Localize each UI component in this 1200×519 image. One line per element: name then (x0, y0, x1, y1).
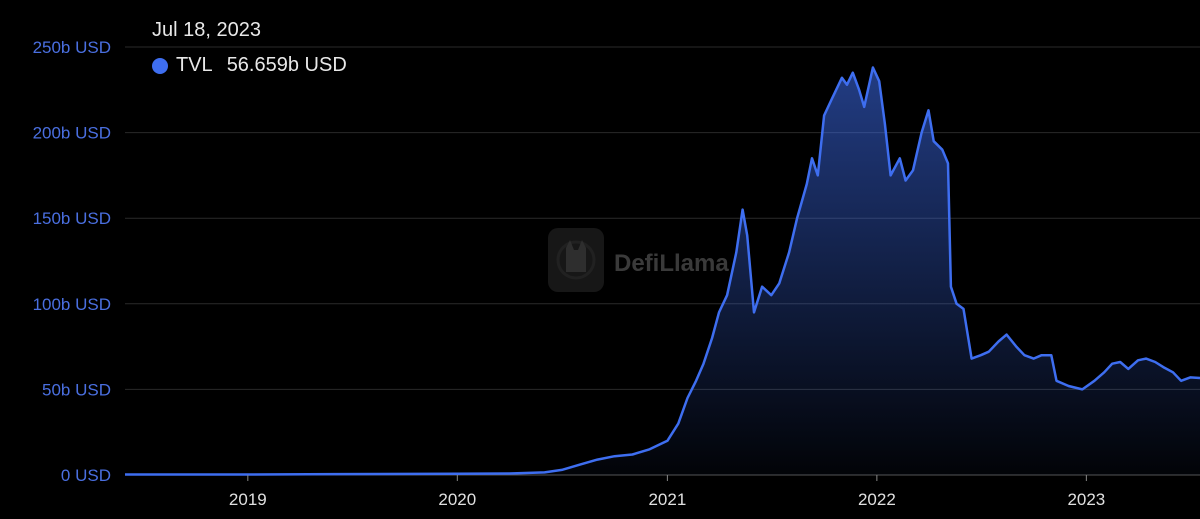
tvl-line (125, 66, 1200, 476)
tooltip-series-name: TVL (176, 54, 213, 76)
x-tick-label: 2023 (1067, 490, 1105, 509)
watermark: DefiLlama (548, 228, 729, 292)
y-tick-label: 200b USD (33, 124, 111, 143)
tooltip-date: Jul 18, 2023 (152, 19, 261, 41)
x-axis: 2019 2020 2021 2022 2023 (229, 475, 1105, 509)
series-dot-icon (152, 57, 168, 74)
y-axis: 0 USD 50b USD 100b USD 150b USD 200b USD 250b… (33, 38, 111, 485)
x-tick-label: 2021 (648, 490, 686, 509)
x-tick-label: 2020 (438, 490, 476, 509)
y-tick-label: 250b USD (33, 38, 111, 57)
y-tick-label: 150b USD (33, 209, 111, 228)
x-tick-label: 2019 (229, 490, 267, 509)
watermark-text: DefiLlama (614, 250, 729, 277)
x-tick-label: 2022 (858, 490, 896, 509)
y-tick-label: 0 USD (61, 466, 111, 485)
tooltip-value: 56.659b USD (226, 54, 347, 76)
llama-logo-icon (548, 228, 604, 292)
y-tick-label: 100b USD (33, 295, 111, 314)
tvl-area (125, 67, 1200, 475)
tooltip-row: TVL 56.659b USD (152, 54, 347, 77)
y-tick-label: 50b USD (42, 380, 111, 399)
